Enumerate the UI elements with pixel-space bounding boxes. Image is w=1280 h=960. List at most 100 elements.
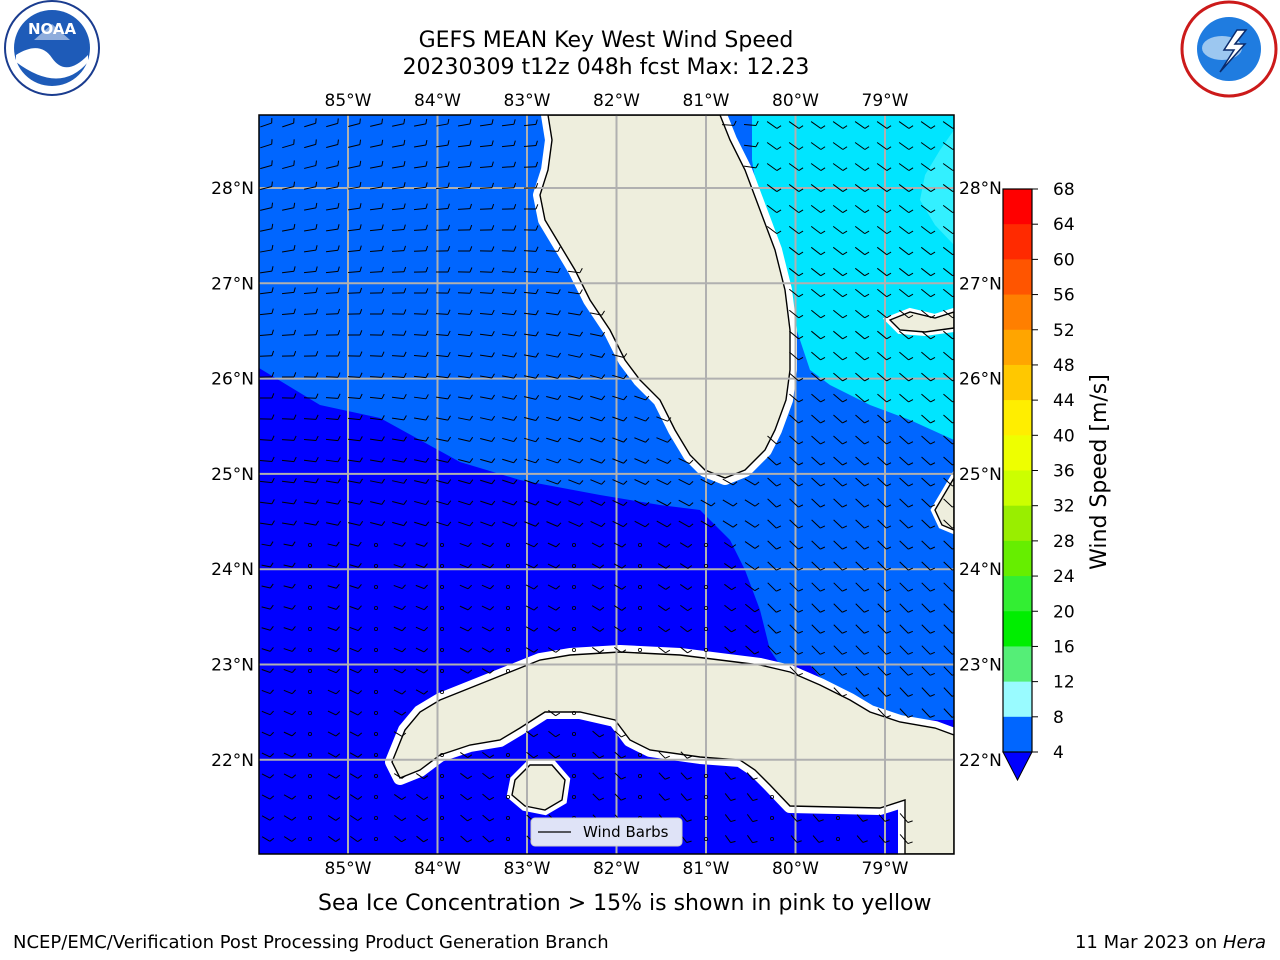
wind-barb bbox=[767, 456, 782, 466]
wind-barb bbox=[415, 542, 428, 547]
wind-barb bbox=[436, 521, 452, 527]
plot-frame bbox=[258, 114, 955, 855]
wind-barb bbox=[281, 499, 297, 505]
wind-barb bbox=[391, 372, 407, 379]
wind-barb bbox=[877, 540, 892, 550]
wind-band-8-12 bbox=[752, 115, 954, 440]
wind-barb bbox=[612, 395, 628, 401]
colorbar-segment bbox=[1003, 294, 1032, 331]
lat-tick-right: 24°N bbox=[959, 560, 1002, 580]
colorbar-segment bbox=[1003, 611, 1032, 647]
wind-barb bbox=[810, 288, 826, 298]
lat-tick-left: 26°N bbox=[211, 370, 254, 390]
colorbar-tick-label: 8 bbox=[1053, 708, 1064, 728]
wind-barb bbox=[327, 605, 340, 610]
wind-barb bbox=[457, 330, 473, 337]
wind-barb bbox=[501, 352, 517, 358]
calm-barb bbox=[704, 774, 709, 779]
wind-barb bbox=[811, 351, 826, 361]
wind-barb bbox=[283, 731, 297, 737]
wind-barb bbox=[833, 561, 848, 571]
wind-barb bbox=[921, 309, 936, 319]
wind-barb bbox=[614, 730, 627, 738]
wind-barb bbox=[788, 246, 804, 256]
wind-barb bbox=[502, 458, 518, 464]
wind-barb bbox=[833, 624, 848, 634]
wind-barb bbox=[899, 582, 914, 592]
colorbar-segment bbox=[1003, 681, 1032, 718]
wind-barb bbox=[259, 371, 275, 378]
wind-barb bbox=[876, 204, 892, 214]
wind-barb bbox=[832, 184, 848, 192]
wind-barb bbox=[481, 626, 495, 632]
wind-barb bbox=[524, 437, 540, 443]
wind-barb bbox=[459, 626, 473, 632]
wind-barb bbox=[898, 225, 914, 235]
wind-barb bbox=[548, 751, 561, 759]
wind-barb bbox=[259, 266, 274, 274]
wind-barb bbox=[921, 540, 936, 550]
wind-barb bbox=[590, 479, 606, 485]
wind-barb bbox=[855, 330, 870, 340]
colorbar-segment bbox=[1003, 435, 1032, 471]
wind-barb bbox=[877, 561, 892, 571]
wind-barb bbox=[613, 542, 627, 548]
lat-tick-right: 28°N bbox=[959, 179, 1002, 199]
wind-barb bbox=[435, 161, 450, 169]
wind-barb bbox=[591, 584, 605, 590]
wind-barb bbox=[591, 647, 605, 653]
calm-barb bbox=[638, 564, 643, 569]
wind-barb bbox=[525, 626, 539, 632]
footer-date-text: 11 Mar 2023 on bbox=[1074, 932, 1223, 953]
wind-barb bbox=[856, 835, 868, 843]
wind-barb bbox=[546, 437, 562, 443]
wind-barb bbox=[416, 814, 429, 822]
wind-barb bbox=[767, 477, 782, 487]
wind-barb bbox=[502, 500, 518, 506]
wind-barb bbox=[545, 289, 561, 295]
wind-barb bbox=[482, 772, 495, 780]
wind-barb bbox=[526, 730, 539, 738]
wind-barb bbox=[479, 267, 495, 273]
wind-barb bbox=[435, 309, 451, 315]
wind-barb bbox=[281, 266, 296, 274]
wind-barb bbox=[349, 773, 363, 779]
wind-barb bbox=[348, 118, 361, 127]
wind-barb bbox=[832, 142, 848, 150]
calm-barb bbox=[373, 690, 378, 695]
wind-barb bbox=[392, 436, 407, 442]
wind-barb bbox=[481, 647, 495, 653]
wind-barb bbox=[347, 203, 362, 211]
wind-barb bbox=[391, 245, 406, 252]
calm-barb bbox=[373, 648, 378, 653]
wind-barb bbox=[393, 605, 406, 611]
wind-barb bbox=[457, 352, 473, 358]
wind-barb bbox=[921, 477, 936, 487]
wind-barb bbox=[789, 582, 804, 592]
wind-barb bbox=[303, 351, 319, 357]
wind-barb bbox=[460, 752, 473, 758]
calm-barb bbox=[373, 837, 378, 842]
wind-barb bbox=[744, 541, 760, 549]
wind-barb bbox=[943, 603, 954, 613]
wind-barb bbox=[524, 352, 539, 358]
wind-barb bbox=[370, 457, 385, 463]
wind-barb bbox=[283, 647, 296, 652]
colorbar-tick-label: 28 bbox=[1053, 532, 1075, 552]
wind-barb bbox=[590, 500, 606, 506]
wind-barb bbox=[656, 520, 672, 528]
wind-barb bbox=[634, 437, 650, 443]
wind-barb bbox=[943, 645, 954, 655]
wind-barb bbox=[369, 203, 384, 211]
wind-barb bbox=[789, 456, 804, 466]
wind-barb bbox=[724, 583, 737, 591]
wind-barb bbox=[325, 351, 341, 357]
wind-barb bbox=[855, 540, 870, 550]
wind-barb bbox=[479, 246, 495, 252]
wind-barb bbox=[899, 687, 913, 697]
calm-barb bbox=[307, 795, 312, 800]
wind-barb bbox=[833, 603, 848, 613]
calm-barb bbox=[704, 648, 709, 653]
wind-barb bbox=[832, 204, 848, 214]
wind-barb bbox=[546, 521, 562, 527]
